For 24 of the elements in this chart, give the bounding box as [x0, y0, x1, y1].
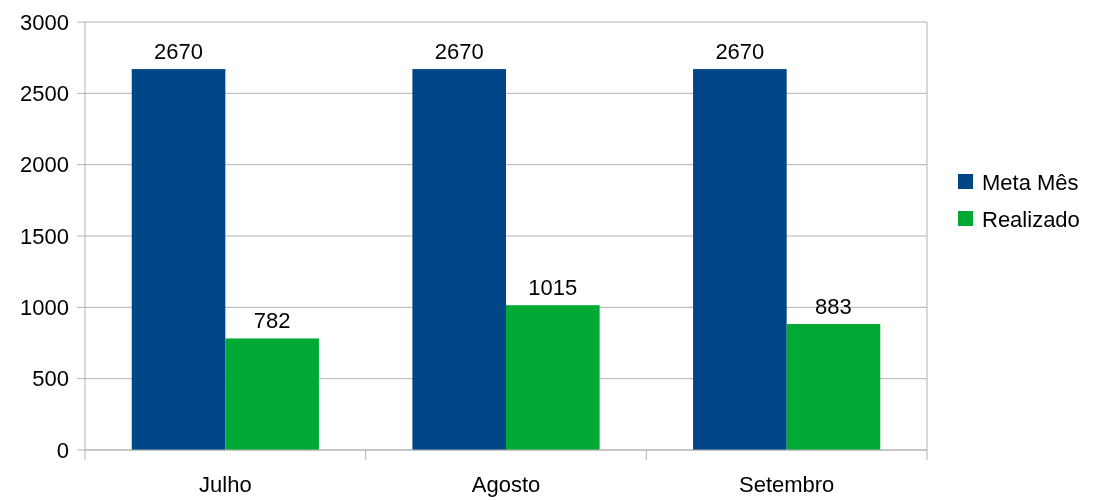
y-tick-label: 0: [56, 437, 69, 463]
x-tick-label: Julho: [199, 472, 252, 497]
data-label: 782: [253, 308, 291, 334]
bar: [225, 338, 319, 450]
bar: [786, 324, 881, 450]
data-label: 2670: [715, 39, 765, 65]
y-tick-label: 1500: [20, 223, 69, 249]
data-label: 883: [815, 294, 852, 320]
bar: [506, 305, 600, 450]
bar: [412, 69, 506, 450]
legend-label: Realizado: [982, 206, 1080, 232]
y-tick-label: 2500: [20, 81, 69, 107]
x-tick-label: Agosto: [471, 472, 541, 497]
y-tick-label: 1000: [20, 295, 69, 321]
y-tick-label: 500: [32, 366, 69, 392]
x-tick-label: Setembro: [738, 472, 835, 497]
bar: [693, 69, 787, 450]
data-label: 1015: [528, 275, 578, 301]
legend-label: Meta Mês: [982, 169, 1079, 195]
bar: [131, 69, 226, 450]
data-label: 2670: [434, 39, 484, 65]
y-tick-label: 2000: [20, 152, 69, 178]
y-tick-label: 3000: [20, 9, 69, 35]
data-label: 2670: [154, 39, 204, 65]
